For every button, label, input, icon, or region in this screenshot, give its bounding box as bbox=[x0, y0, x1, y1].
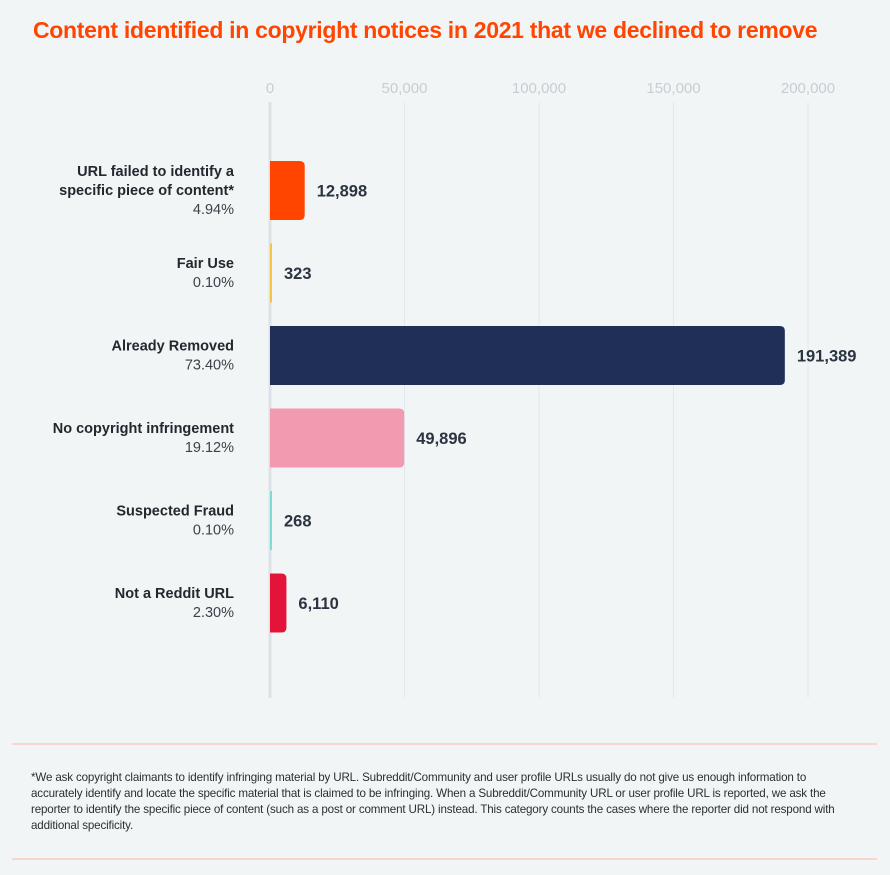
bar bbox=[270, 491, 272, 550]
bar bbox=[270, 243, 272, 303]
category-label: Not a Reddit URL bbox=[115, 586, 234, 602]
bars bbox=[270, 161, 785, 633]
x-axis-tick-labels: 0 50,000 100,000 150,000 200,000 bbox=[266, 80, 835, 97]
value-labels: 12,898 323 191,389 49,896 268 6,110 bbox=[284, 183, 856, 614]
bar bbox=[270, 326, 785, 385]
bar bbox=[270, 408, 405, 468]
category-labels: URL failed to identify a specific piece o… bbox=[53, 164, 235, 621]
category-label: Fair Use bbox=[177, 256, 234, 272]
percent-label: 0.10% bbox=[193, 275, 234, 291]
x-tick-label: 200,000 bbox=[781, 80, 835, 97]
x-tick-label: 150,000 bbox=[646, 80, 700, 97]
value-label: 12,898 bbox=[317, 183, 367, 201]
chart-title: Content identified in copyright notices … bbox=[33, 17, 818, 43]
percent-label: 2.30% bbox=[193, 605, 234, 621]
value-label: 191,389 bbox=[797, 348, 857, 366]
value-label: 49,896 bbox=[416, 430, 466, 448]
category-label: specific piece of content* bbox=[59, 183, 234, 199]
value-label: 268 bbox=[284, 513, 312, 531]
percent-label: 19.12% bbox=[185, 440, 234, 456]
x-tick-label: 100,000 bbox=[512, 80, 566, 97]
category-label: Suspected Fraud bbox=[116, 504, 234, 520]
footnote: *We ask copyright claimants to identify … bbox=[31, 771, 835, 832]
x-tick-label: 50,000 bbox=[382, 80, 428, 97]
bar bbox=[270, 161, 305, 220]
category-label: Already Removed bbox=[112, 339, 235, 355]
percent-label: 0.10% bbox=[193, 523, 234, 539]
footnote-top-divider bbox=[12, 743, 877, 745]
footnote-bottom-divider bbox=[12, 858, 877, 860]
percent-label: 73.40% bbox=[185, 358, 234, 374]
bar bbox=[270, 573, 287, 633]
bar-chart: 0 50,000 100,000 150,000 200,000 URL failed … bbox=[53, 80, 856, 698]
x-tick-label: 0 bbox=[266, 80, 274, 97]
value-label: 6,110 bbox=[298, 595, 338, 613]
category-label: No copyright infringement bbox=[53, 421, 234, 437]
value-label: 323 bbox=[284, 265, 312, 283]
percent-label: 4.94% bbox=[193, 202, 234, 218]
category-label: URL failed to identify a bbox=[77, 164, 235, 180]
